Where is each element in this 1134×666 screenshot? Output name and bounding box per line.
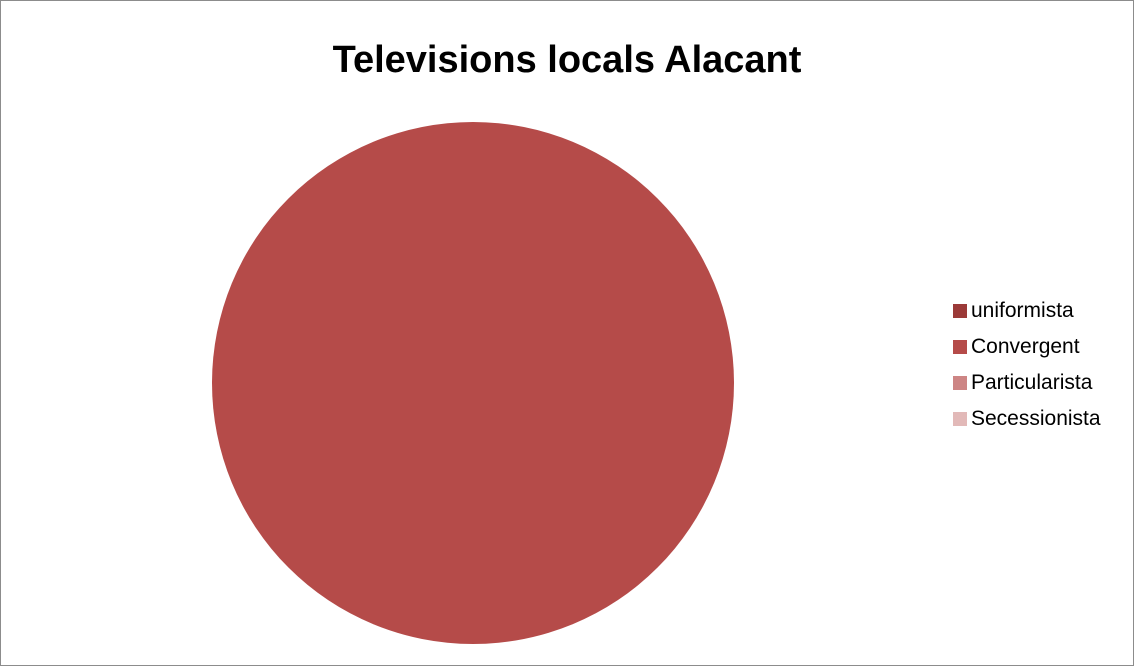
chart-title: Televisions locals Alacant — [332, 39, 802, 81]
legend-swatch — [953, 304, 967, 318]
legend-swatch — [953, 340, 967, 354]
legend-label: uniformista — [971, 299, 1074, 322]
legend-item-uniformista: uniformista — [953, 297, 1101, 333]
legend-swatch — [953, 376, 967, 390]
legend-label: Secessionista — [971, 407, 1101, 430]
pie-slice-convergent — [212, 122, 734, 644]
legend-item-secessionista: Secessionista — [953, 405, 1101, 441]
legend: uniformista Convergent Particularista Seces… — [953, 297, 1101, 441]
legend-label: Convergent — [971, 335, 1080, 358]
legend-item-particularista: Particularista — [953, 369, 1101, 405]
legend-label: Particularista — [971, 371, 1093, 394]
legend-swatch — [953, 412, 967, 426]
pie-slices — [212, 122, 734, 644]
legend-item-convergent: Convergent — [953, 333, 1101, 369]
